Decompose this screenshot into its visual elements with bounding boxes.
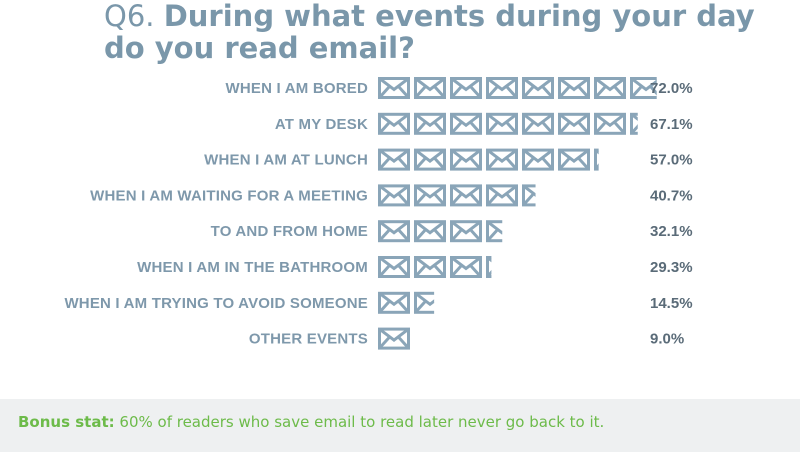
category-label: WHEN I AM BORED: [226, 80, 368, 97]
category-label: WHEN I AM IN THE BATHROOM: [137, 259, 368, 276]
envelope-icon: [522, 112, 554, 135]
envelope-icon: [450, 77, 482, 99]
envelope-icon: [450, 220, 482, 243]
envelope-icon: [414, 220, 446, 243]
envelope-icon: [414, 184, 446, 207]
value-label: 67.1%: [650, 116, 693, 133]
category-label: WHEN I AM AT LUNCH: [204, 152, 368, 169]
envelope-icon: [450, 112, 482, 135]
envelope-bar: [378, 327, 410, 350]
bonus-stat: Bonus stat: 60% of readers who save emai…: [18, 413, 604, 431]
envelope-icon: [522, 148, 554, 171]
envelope-icon: [594, 77, 626, 99]
envelope-icon: [378, 220, 410, 243]
value-label: 72.0%: [650, 80, 693, 97]
value-label: 40.7%: [650, 187, 693, 204]
bonus-stat-label: Bonus stat:: [18, 413, 115, 431]
envelope-icon: [486, 77, 518, 99]
envelope-bar: [378, 256, 492, 278]
envelope-icon: [378, 184, 410, 207]
envelope-icon: [486, 112, 518, 135]
envelope-icon: [378, 148, 410, 171]
bonus-stat-text: 60% of readers who save email to read la…: [114, 413, 605, 431]
envelope-icon: [486, 220, 503, 243]
envelope-bar: [378, 148, 599, 171]
value-label: 9.0%: [650, 331, 684, 348]
category-label: WHEN I AM WAITING FOR A MEETING: [90, 187, 368, 204]
envelope-icon: [378, 256, 410, 278]
envelope-icon: [378, 291, 410, 314]
envelope-bar: [378, 77, 657, 99]
envelope-icon: [414, 77, 446, 99]
envelope-icon: [378, 112, 410, 135]
envelope-icon: [450, 256, 482, 278]
envelope-icon: [450, 184, 482, 207]
bonus-stat-bar: Bonus stat: 60% of readers who save emai…: [0, 399, 800, 452]
value-label: 29.3%: [650, 259, 693, 276]
category-label: OTHER EVENTS: [249, 331, 368, 348]
envelope-icon: [414, 148, 446, 171]
envelope-icon: [414, 256, 446, 278]
title-text-1: During what events during your day: [163, 0, 755, 33]
envelope-icon: [414, 291, 435, 314]
envelope-bar-chart: WHEN I AM BORED 72.0% AT MY DESK 67.1% WHEN …: [64, 77, 693, 350]
envelope-icon: [522, 184, 536, 207]
question-number: Q6.: [104, 0, 155, 33]
category-label: WHEN I AM TRYING TO AVOID SOMEONE: [64, 295, 368, 312]
title-text-2: do you read email?: [104, 31, 415, 65]
chart-title: Q6. During what events during your day d…: [104, 0, 794, 64]
category-label: AT MY DESK: [275, 116, 368, 133]
envelope-icon: [594, 148, 599, 171]
envelope-icon: [486, 256, 492, 278]
envelope-icon: [450, 148, 482, 171]
envelope-bar: [378, 220, 503, 243]
value-label: 32.1%: [650, 223, 693, 240]
envelope-icon: [378, 327, 410, 350]
envelope-bar: [378, 184, 536, 207]
envelope-icon: [594, 112, 626, 135]
envelope-icon: [558, 148, 590, 171]
envelope-bar: [378, 112, 638, 135]
envelope-icon: [486, 148, 518, 171]
envelope-icon: [558, 112, 590, 135]
envelope-icon: [558, 77, 590, 99]
envelope-icon: [486, 184, 518, 207]
envelope-icon: [378, 77, 410, 99]
title-line-1: Q6. During what events during your day: [104, 0, 794, 32]
value-label: 14.5%: [650, 295, 693, 312]
envelope-bar: [378, 291, 435, 314]
envelope-icon: [414, 112, 446, 135]
category-label: TO AND FROM HOME: [211, 223, 368, 240]
value-label: 57.0%: [650, 152, 693, 169]
envelope-icon: [522, 77, 554, 99]
title-line-2: do you read email?: [104, 32, 794, 64]
